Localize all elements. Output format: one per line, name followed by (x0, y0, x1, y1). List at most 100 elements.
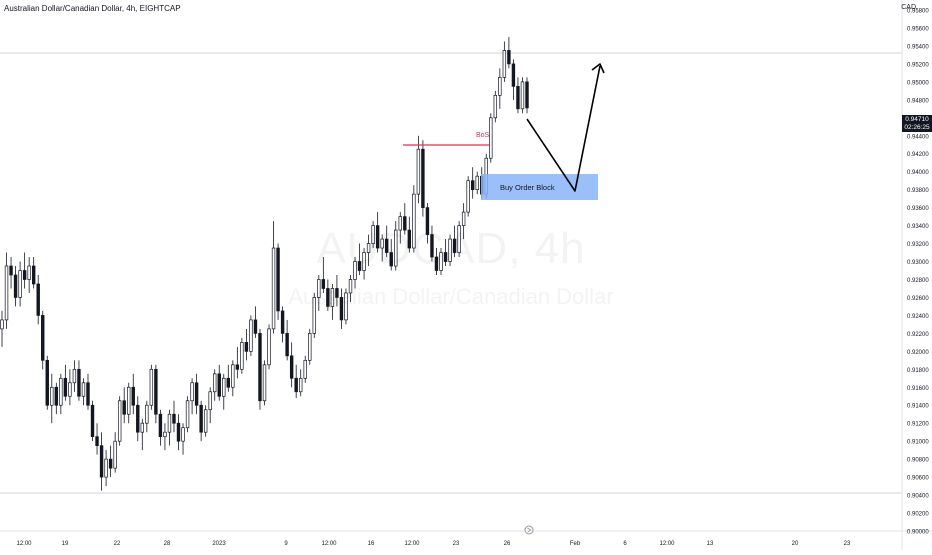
candle (317, 274, 321, 311)
candle (63, 364, 68, 401)
candle (13, 266, 18, 307)
candle-body-down (285, 333, 289, 357)
candle (394, 221, 398, 271)
candle-body-up (398, 216, 402, 231)
candle (357, 243, 362, 275)
candle-body-down (289, 355, 294, 379)
candle-body-up (231, 364, 235, 388)
candle-body-up (140, 422, 145, 433)
candle-body-down (516, 86, 520, 110)
candle (199, 400, 203, 442)
watermark-name: Australian Dollar/Canadian Dollar (0, 284, 902, 310)
candle-body-down (122, 400, 126, 415)
time-tick-label: 22 (114, 541, 121, 547)
candle (520, 77, 525, 114)
candle-body-down (226, 377, 231, 388)
candle (50, 373, 54, 424)
candle-body-down (154, 368, 158, 415)
candle (108, 445, 113, 478)
candle (353, 257, 357, 289)
price-tick-label: 0.92200 (907, 332, 929, 338)
price-tick-label: 0.93800 (907, 188, 929, 194)
order-block-zone[interactable] (481, 174, 598, 200)
candle-body-up (489, 117, 493, 159)
candle-body-up (371, 225, 375, 244)
candle (149, 364, 154, 410)
candle (516, 77, 520, 114)
candle (136, 396, 140, 442)
candle (231, 360, 235, 397)
candle (59, 373, 63, 415)
candle-body-up (466, 180, 470, 213)
symbol-title: Australian Dollar/Canadian Dollar, 4h, E… (4, 4, 181, 13)
candle (72, 360, 77, 392)
candle (163, 423, 167, 451)
candles-layer (0, 36, 529, 491)
candle-body-up (181, 427, 185, 442)
candle (226, 364, 231, 392)
candle (213, 369, 217, 401)
candle (452, 225, 457, 258)
candle-body-up (59, 377, 63, 406)
candle (330, 283, 335, 320)
candle (362, 248, 366, 280)
price-tick-label: 0.91600 (907, 386, 929, 392)
candle (27, 257, 31, 293)
candle (235, 346, 240, 379)
candle (448, 234, 452, 267)
time-tick-label: 2023 (212, 541, 226, 547)
candle-body-down (258, 333, 262, 402)
candle (113, 432, 117, 473)
candle-body-up (213, 373, 217, 393)
candle (95, 423, 99, 455)
time-axis[interactable]: 12:00 19 22 28 2023 9 12:00 16 12:00 23 26 Feb 6 12:0… (16, 541, 851, 547)
price-tick-label: 0.92800 (907, 278, 929, 284)
candle-body-down (294, 377, 298, 393)
candle (294, 364, 298, 399)
price-tick-label: 0.93400 (907, 224, 929, 230)
price-tick-label: 0.95000 (907, 80, 929, 86)
candle (176, 414, 181, 451)
candle (289, 342, 294, 388)
candle-body-up (308, 333, 312, 361)
candle-body-down (389, 252, 393, 267)
candle (507, 36, 511, 69)
candle-body-up (317, 279, 321, 298)
price-tick-label: 0.92400 (907, 314, 929, 320)
price-tick-label: 0.93200 (907, 242, 929, 248)
time-tick-label: 20 (792, 541, 799, 547)
candle-body-down (276, 247, 280, 312)
candle (222, 373, 226, 410)
candle (321, 257, 326, 293)
goto-realtime-icon[interactable] (524, 525, 534, 535)
candle (77, 360, 81, 401)
candle (4, 252, 9, 329)
candle (407, 216, 412, 253)
candle (308, 328, 312, 365)
candle (122, 387, 126, 424)
candle-body-up (353, 261, 357, 280)
candle (86, 373, 90, 410)
candle (258, 328, 262, 410)
candle-body-up (163, 431, 167, 438)
price-tick-label: 0.95800 (907, 9, 929, 15)
candle-body-up (203, 409, 208, 433)
candle-body-up (208, 391, 212, 411)
candle (0, 310, 4, 347)
candle-body-down (63, 377, 68, 397)
candle-body-down (77, 368, 81, 397)
candle-body-down (280, 310, 285, 334)
candle-body-up (502, 50, 507, 78)
candle (470, 167, 475, 199)
price-axis[interactable]: 0.95800 0.95600 0.95400 0.95200 0.95000 0.948… (907, 9, 929, 536)
price-tick-label: 0.93000 (907, 260, 929, 266)
candle-body-down (176, 422, 181, 442)
candle-body-up (330, 288, 335, 307)
candle-body-down (95, 436, 99, 447)
candle-body-up (498, 77, 502, 96)
candle (131, 373, 135, 415)
candle-body-up (81, 382, 86, 397)
candle-body-up (412, 193, 416, 249)
